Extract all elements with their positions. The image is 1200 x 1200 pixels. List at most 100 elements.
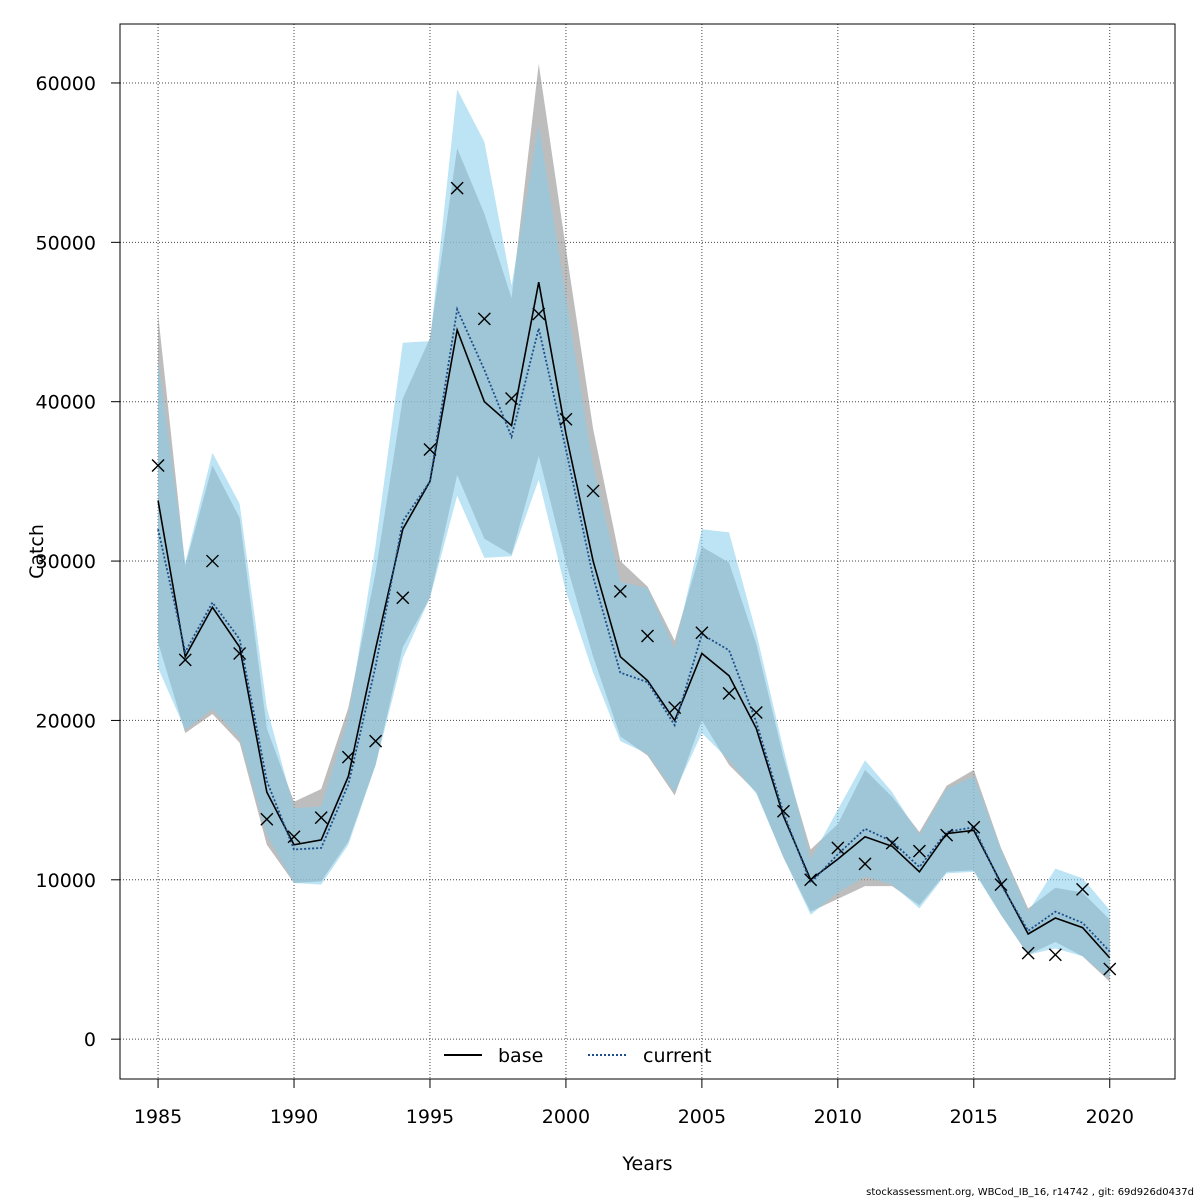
y-tick-label: 10000	[36, 870, 96, 892]
observation-marker	[1048, 948, 1062, 962]
observation-marker	[396, 591, 410, 605]
observation-marker	[477, 312, 491, 326]
observation-marker	[341, 750, 355, 764]
observation-marker	[641, 629, 654, 643]
marker-stroke	[940, 828, 954, 842]
marker-stroke	[314, 811, 328, 825]
x-tick-label: 1990	[270, 1106, 318, 1128]
legend-label-current: current	[643, 1045, 712, 1067]
observation-marker	[749, 705, 763, 719]
marker-stroke	[695, 626, 709, 640]
observation-markers	[151, 181, 1117, 976]
marker-stroke	[613, 584, 627, 598]
marker-stroke	[505, 392, 519, 406]
marker-stroke	[477, 312, 491, 326]
x-tick-label: 2020	[1086, 1106, 1134, 1128]
marker-stroke	[1076, 882, 1090, 896]
y-tick-label: 20000	[36, 710, 96, 732]
observation-marker	[559, 412, 573, 426]
marker-stroke	[423, 443, 437, 457]
marker-stroke	[776, 804, 790, 818]
observation-marker	[776, 804, 790, 818]
y-tick-label: 40000	[36, 392, 96, 414]
x-axis-title: Years	[621, 1153, 672, 1175]
observation-marker	[994, 878, 1008, 892]
observation-marker	[178, 653, 192, 667]
y-axis: 0 10000 20000 30000 40000 50000 60000	[36, 73, 120, 1051]
observation-marker	[858, 857, 872, 871]
marker-stroke	[369, 734, 383, 748]
observation-marker	[287, 830, 301, 844]
observation-marker	[940, 828, 954, 842]
y-tick-label: 0	[84, 1029, 96, 1051]
x-tick-label: 1995	[406, 1106, 454, 1128]
marker-stroke	[1021, 946, 1035, 960]
observation-marker	[260, 812, 274, 826]
marker-stroke	[341, 750, 355, 764]
observation-marker	[423, 443, 437, 457]
marker-stroke	[804, 873, 818, 887]
observation-marker	[695, 626, 709, 640]
observation-marker	[831, 841, 845, 855]
series-line-base	[157, 282, 1111, 959]
observation-marker	[912, 844, 926, 858]
observation-marker	[450, 181, 464, 195]
y-axis-title: Catch	[26, 524, 48, 579]
marker-stroke	[287, 830, 301, 844]
observation-marker	[314, 811, 328, 825]
observation-marker	[151, 458, 165, 472]
observation-marker	[233, 646, 247, 660]
observation-marker	[1076, 882, 1090, 896]
legend: base current	[444, 1045, 712, 1067]
marker-stroke	[994, 878, 1008, 892]
marker-stroke	[559, 412, 573, 426]
marker-stroke	[1048, 948, 1062, 962]
marker-stroke	[205, 554, 219, 568]
legend-label-base: base	[498, 1045, 543, 1067]
observation-marker	[532, 307, 546, 321]
x-tick-label: 2010	[814, 1106, 862, 1128]
x-tick-label: 2015	[950, 1106, 998, 1128]
marker-stroke	[722, 686, 736, 700]
marker-stroke	[967, 820, 981, 834]
observation-marker	[1103, 962, 1117, 976]
footer-credit: stockassessment.org, WBCod_IB_16, r14742…	[866, 1187, 1194, 1198]
marker-stroke	[831, 841, 845, 855]
observation-marker	[205, 554, 219, 568]
marker-stroke	[749, 705, 763, 719]
y-tick-label: 50000	[36, 232, 96, 254]
observation-marker	[722, 686, 736, 700]
observation-marker	[369, 734, 383, 748]
y-tick-label: 30000	[36, 551, 96, 573]
marker-stroke	[1103, 962, 1117, 976]
series-line-current	[157, 306, 1111, 953]
marker-stroke	[668, 701, 682, 715]
marker-stroke	[641, 629, 654, 643]
observation-marker	[885, 836, 899, 850]
marker-stroke	[178, 653, 192, 667]
observation-marker	[967, 820, 981, 834]
observation-marker	[613, 584, 627, 598]
series-lines	[157, 282, 1111, 959]
marker-stroke	[260, 812, 274, 826]
observation-marker	[804, 873, 818, 887]
marker-stroke	[396, 591, 410, 605]
confidence-bands	[158, 63, 1110, 982]
x-tick-label: 1985	[134, 1106, 182, 1128]
y-tick-label: 60000	[36, 73, 96, 95]
x-axis: 1985 1990 1995 2000 2005 2010 2015 2020	[134, 1078, 1134, 1128]
marker-stroke	[450, 181, 464, 195]
observation-marker	[586, 484, 600, 498]
x-tick-label: 2005	[678, 1106, 726, 1128]
observation-marker	[1021, 946, 1035, 960]
observation-marker	[668, 701, 682, 715]
marker-stroke	[912, 844, 926, 858]
marker-stroke	[532, 307, 546, 321]
band-current	[158, 89, 1110, 979]
marker-stroke	[151, 458, 165, 472]
marker-stroke	[233, 646, 247, 660]
marker-stroke	[586, 484, 600, 498]
x-tick-label: 2000	[542, 1106, 590, 1128]
marker-stroke	[885, 836, 899, 850]
